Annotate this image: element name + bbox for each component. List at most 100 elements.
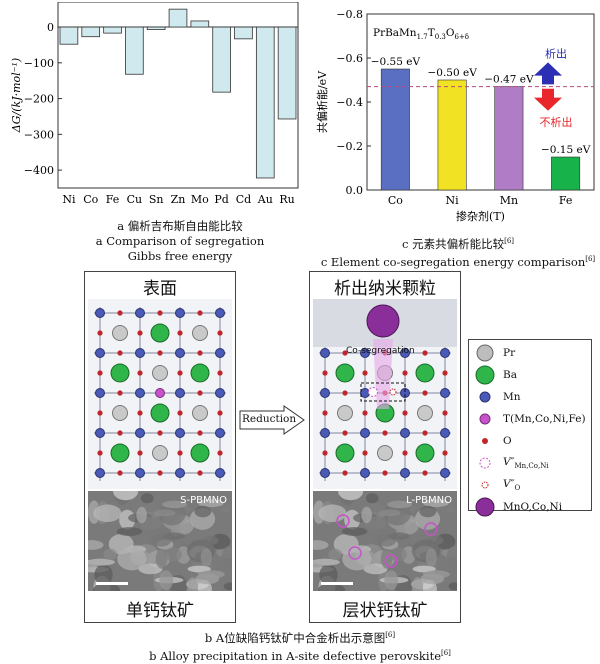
legend-v1: V″Mn,Co,Ni [475,452,591,474]
chart-a-bar-ru [277,26,297,120]
legend-v2-symbol: V″ [503,477,515,490]
sem-grain [425,548,437,567]
chart-a-bar-au [255,26,275,179]
o-atom [342,350,348,356]
sem-grain [319,564,338,586]
o-atom [362,410,368,416]
legend-mno: MnO,Co,Ni [475,496,591,518]
ba-atom [150,323,170,343]
sem-grain [304,540,329,550]
coseg-label: Co-segregation [346,346,415,356]
right-sem-image: L-PBMNO [304,482,468,600]
pr-atom [377,445,393,461]
mn-atom [135,388,145,398]
legend-v1-label: V″Mn,Co,Ni [503,456,549,470]
o-atom [137,450,143,456]
legend-mn: Mn [475,386,591,408]
chart-a-ytick-label: −200 [24,93,54,106]
chart-c-value-label: −0.50 eV [427,67,477,79]
sem-grain [389,547,407,562]
sem-grain [388,532,410,540]
caption-b-cn-text: b A位缺陷钙钛矿中合金析出示意图 [204,630,386,645]
legend-ba: Ba [475,364,591,386]
mn-atom [95,388,105,398]
chart-c-bar-ni [437,79,467,191]
caption-c-cn: c 元素共偏析能比较[6] [318,234,598,252]
panel-left: 表面 S-PBMNO 单钙钛矿 [79,271,243,623]
mn-atom [95,348,105,358]
sem-grain [422,570,450,579]
chart-a-xtick-label: Cu [127,193,143,206]
o-atom [422,470,428,476]
right-sem-label: L-PBMNO [406,495,452,506]
chart-a-bar-zn [168,8,188,28]
sem-grain [419,505,437,518]
caption-c-en: c Element co-segregation energy comparis… [318,252,598,270]
o-atom [217,450,223,456]
chart-c-xlabel: 掺杂剂(T) [456,209,505,223]
ba-atom [415,443,435,463]
mn-atom [135,428,145,438]
legend-mn-label: Mn [503,391,521,403]
chart-c-bar-co [380,68,410,191]
o-atom [97,370,103,376]
caption-c: c 元素共偏析能比较[6] c Element co-segregation e… [318,234,598,270]
chart-c-arrow-up [534,62,562,85]
sem-grain [378,509,401,517]
o-atom [117,390,123,396]
mn-atom [320,428,330,438]
sem-grain [361,506,372,524]
sem-grain [79,540,104,550]
legend-pr-label: Pr [503,347,516,359]
o-atom [382,430,388,436]
reduction-arrow: Reduction [238,405,306,435]
ba-atom [110,363,130,383]
mn-atom [135,348,145,358]
mn-atom [440,388,450,398]
mn-atom [320,468,330,478]
mn-atom [400,428,410,438]
chart-a-xtick-label: Cd [236,193,251,206]
mno-particle [366,304,400,338]
o-atom [177,370,183,376]
caption-c-en-text: c Element co-segregation energy comparis… [320,254,586,269]
o-atom [442,410,448,416]
o-atom [137,330,143,336]
o-atom [157,350,163,356]
chart-a: 0 −100 −200 −300 −400 Ni Co Fe Cu Sn Zn Mo Pd Cd Au Ru Δ… [8,1,308,222]
chart-a-bar-cu [125,26,144,75]
chart-a-xtick-label: Pd [214,193,228,206]
sem-grain [153,509,176,517]
caption-b-en-text: b Alloy precipitation in A-site defectiv… [149,648,441,663]
sem-particle-marker [336,514,350,528]
chart-c-ytick-label: −0.8 [336,8,363,21]
chart-a-bar-cd [234,26,253,40]
o-atom [97,410,103,416]
pr-atom [112,325,128,341]
o-atom [322,410,328,416]
legend-ba-label: Ba [503,369,517,381]
o-atom [157,470,163,476]
sem-grain [448,582,462,591]
o-atom [342,470,348,476]
ba-atom [335,443,355,463]
chart-a-frame [57,1,299,189]
o-atom [197,350,203,356]
chart-a-xtick-label: Fe [106,193,120,206]
chart-a-ytick-label: 0 [47,21,54,34]
chart-a-bar-fe [103,26,122,34]
mn-atom [135,468,145,478]
sem-grain [140,493,154,504]
sem-grain [423,499,449,508]
chart-c-bar-fe [551,156,581,191]
o-atom [137,410,143,416]
sem-grain [328,548,342,561]
sem-grain [200,548,212,567]
legend-v2: V″O [475,474,591,496]
sem-grain [162,500,188,509]
legend-o: O [475,430,591,452]
mn-atom [215,388,225,398]
mn-atom [175,388,185,398]
caption-b: b A位缺陷钙钛矿中合金析出示意图[6] b Alloy precipitati… [100,628,500,664]
mn-atom [215,468,225,478]
